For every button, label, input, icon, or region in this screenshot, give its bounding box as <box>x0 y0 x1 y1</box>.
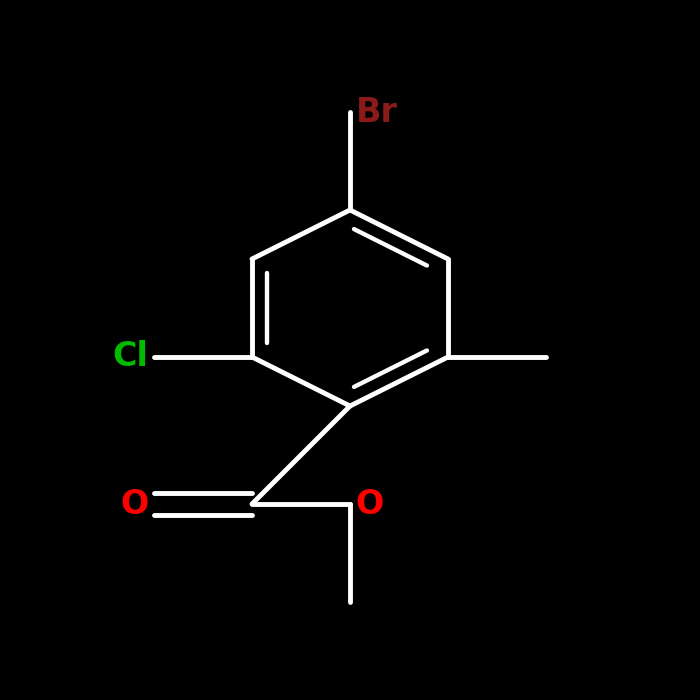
Text: O: O <box>356 487 384 521</box>
Text: O: O <box>120 487 148 521</box>
Text: Cl: Cl <box>113 340 148 374</box>
Text: Cl: Cl <box>106 338 148 376</box>
Text: O: O <box>116 485 148 523</box>
Text: Br: Br <box>356 95 398 129</box>
Text: O: O <box>356 485 389 523</box>
Text: Br: Br <box>356 93 405 131</box>
